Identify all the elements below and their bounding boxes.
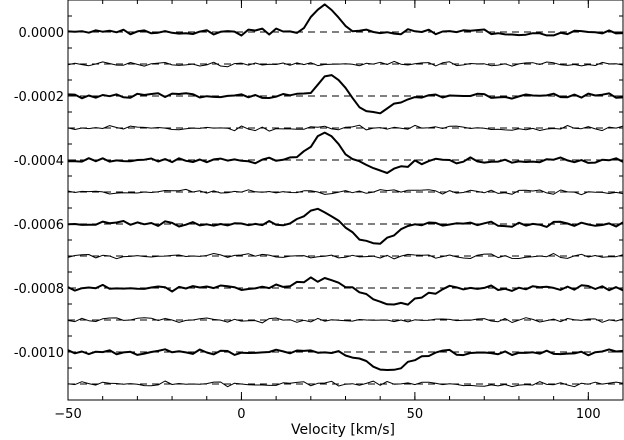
profile-8-thick	[67, 276, 624, 306]
profile-10-thick	[67, 348, 624, 371]
y-tick-label-0: 0.0000	[19, 26, 65, 41]
x-axis-ticks: −50 0 50 100	[54, 0, 624, 422]
reference-baselines	[68, 31, 623, 385]
profile-0-thick	[67, 3, 624, 37]
plot-frame	[67, 0, 624, 401]
y-tick-label-3: -0.0006	[14, 218, 64, 233]
profile-5-thin	[67, 188, 624, 196]
profile-11-thin	[67, 380, 624, 388]
profile-1-thin	[67, 60, 624, 68]
profile-3-thin	[67, 124, 624, 132]
profile-2-thick	[67, 74, 624, 115]
profile-4-thick	[68, 131, 624, 174]
profile-6-thick	[67, 207, 624, 245]
y-tick-label-5: -0.0010	[14, 346, 64, 361]
y-tick-label-2: -0.0004	[14, 154, 64, 169]
x-tick-label-3: 100	[576, 407, 601, 422]
y-axis-ticks: 0.0000 -0.0002 -0.0004 -0.0006 -0.0008 -0.001…	[14, 15, 623, 385]
x-tick-label-1: 0	[237, 407, 245, 422]
y-tick-label-1: -0.0002	[14, 90, 64, 105]
line-profiles	[67, 3, 624, 388]
profile-7-thin	[67, 253, 624, 260]
axes	[67, 0, 624, 401]
profile-9-thin	[67, 317, 624, 324]
y-tick-label-4: -0.0008	[14, 282, 64, 297]
x-tick-label-0: −50	[54, 407, 81, 422]
x-axis-label: Velocity [km/s]	[291, 422, 395, 438]
x-tick-label-2: 50	[407, 407, 424, 422]
